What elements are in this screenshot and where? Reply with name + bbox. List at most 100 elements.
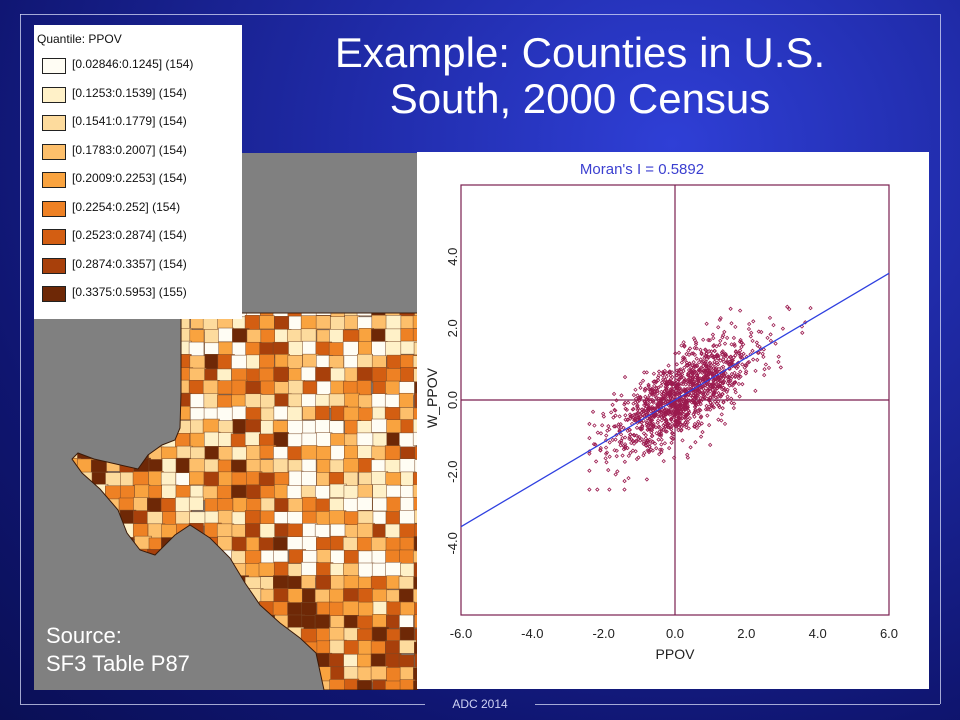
- county-cell: [162, 380, 179, 397]
- scatter-point: [732, 387, 738, 392]
- scatter-point: [701, 383, 706, 389]
- county-cell: [76, 524, 93, 540]
- scatter-point: [668, 373, 673, 378]
- scatter-point: [678, 394, 683, 400]
- county-cell: [343, 575, 360, 590]
- scatter-point: [719, 418, 724, 423]
- county-cell: [231, 667, 249, 684]
- scatter-point: [612, 407, 617, 413]
- scatter-point: [587, 451, 592, 456]
- scatter-point: [690, 371, 695, 376]
- scatter-point: [731, 401, 737, 406]
- county-cell: [92, 407, 109, 423]
- scatter-point: [684, 362, 689, 368]
- county-cell: [72, 420, 81, 435]
- county-cell: [287, 420, 304, 436]
- scatter-point: [630, 413, 635, 419]
- county-cell: [161, 340, 176, 355]
- scatter-point: [648, 399, 653, 404]
- scatter-point: [666, 391, 671, 396]
- scatter-point: [699, 414, 704, 419]
- county-cell: [316, 432, 333, 449]
- scatter-point: [762, 372, 767, 378]
- scatter-point: [729, 400, 734, 405]
- scatter-point: [674, 373, 680, 378]
- county-cell: [286, 652, 304, 668]
- county-cell: [78, 341, 94, 356]
- scatter-point: [623, 417, 628, 422]
- scatter-point: [627, 427, 633, 433]
- county-cell: [385, 680, 403, 690]
- county-cell: [148, 563, 164, 580]
- scatter-point: [618, 422, 623, 427]
- scatter-point: [613, 413, 618, 418]
- county-cell: [245, 626, 262, 644]
- scatter-point: [676, 370, 681, 376]
- county-cell: [72, 471, 80, 487]
- county-cell: [218, 341, 234, 357]
- scatter-point: [690, 395, 695, 400]
- county-cell: [119, 368, 136, 383]
- scatter-point: [730, 383, 735, 388]
- county-cell: [385, 315, 402, 331]
- scatter-point: [694, 356, 699, 361]
- county-cell: [174, 549, 191, 564]
- scatter-point: [686, 408, 691, 413]
- scatter-point: [711, 381, 716, 386]
- scatter-point: [623, 446, 628, 451]
- scatter-point: [668, 381, 674, 387]
- scatter-point: [633, 396, 639, 401]
- county-cell: [162, 575, 179, 592]
- scatter-point: [639, 410, 645, 415]
- scatter-point: [614, 448, 619, 453]
- legend-swatch: [42, 286, 66, 302]
- scatter-point: [704, 321, 709, 326]
- scatter-point: [660, 373, 665, 378]
- scatter-point: [678, 413, 683, 419]
- county-cell: [148, 407, 166, 422]
- legend-label: [0.2254:0.252] (154): [72, 199, 181, 214]
- county-cell: [246, 654, 264, 670]
- county-cell: [244, 510, 261, 526]
- scatter-point: [654, 446, 659, 451]
- county-cell: [342, 536, 358, 553]
- title-line-1: Example: Counties in U.S.: [334, 29, 826, 76]
- county-cell: [189, 471, 206, 486]
- county-cell: [259, 354, 275, 369]
- county-cell: [231, 405, 247, 422]
- scatter-point: [649, 405, 654, 411]
- county-cell: [344, 678, 360, 690]
- county-cell: [204, 653, 220, 669]
- county-cell: [189, 548, 205, 564]
- scatter-point: [686, 367, 692, 373]
- scatter-point: [690, 363, 695, 368]
- scatter-point: [718, 381, 723, 386]
- scatter-point: [747, 321, 752, 327]
- county-cell: [399, 523, 417, 540]
- scatter-point: [661, 409, 667, 415]
- scatter-point: [622, 487, 627, 492]
- county-cell: [203, 471, 221, 488]
- scatter-point: [652, 383, 657, 389]
- county-cell: [119, 418, 137, 436]
- county-cell: [287, 536, 304, 551]
- scatter-point: [755, 357, 760, 363]
- scatter-point: [703, 407, 709, 412]
- scatter-point: [633, 438, 639, 444]
- x-tick-label: 2.0: [737, 626, 755, 641]
- scatter-point: [749, 330, 754, 336]
- scatter-point: [647, 406, 652, 411]
- scatter-point: [729, 382, 734, 387]
- scatter-point: [716, 403, 722, 408]
- scatter-point: [654, 431, 659, 436]
- scatter-point: [710, 371, 715, 376]
- legend-label: [0.1783:0.2007] (154): [72, 142, 187, 157]
- scatter-point: [692, 424, 697, 429]
- county-cell: [160, 433, 178, 450]
- county-cell: [287, 313, 303, 317]
- county-cell: [92, 550, 109, 566]
- slide-title: Example: Counties in U.S. South, 2000 Ce…: [250, 30, 910, 122]
- county-cell: [258, 367, 275, 383]
- county-cell: [356, 680, 373, 690]
- county-cell: [258, 472, 275, 488]
